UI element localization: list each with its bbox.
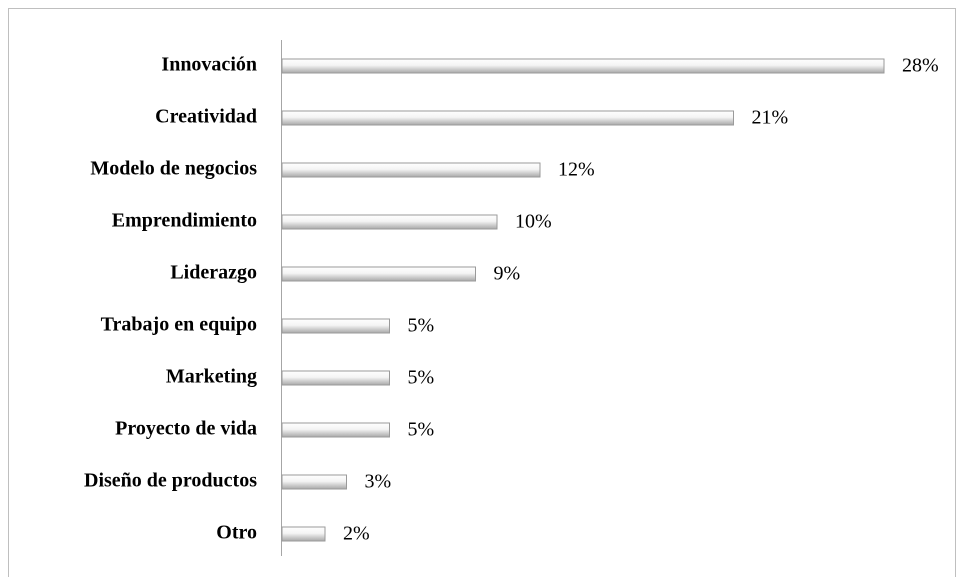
bar (281, 318, 390, 334)
value-label: 9% (494, 263, 521, 285)
category-label: Otro (216, 522, 257, 544)
bar (281, 58, 885, 74)
bar (281, 110, 734, 126)
bar (281, 526, 326, 542)
value-label: 5% (408, 367, 435, 389)
bar (281, 214, 498, 230)
category-label: Marketing (166, 366, 257, 388)
bar (281, 162, 541, 178)
value-label: 21% (752, 107, 789, 129)
bar (281, 422, 390, 438)
category-label: Diseño de productos (84, 470, 257, 492)
value-label: 28% (902, 55, 939, 77)
category-label: Emprendimiento (112, 210, 257, 232)
category-label: Creatividad (155, 106, 257, 128)
category-label: Trabajo en equipo (101, 314, 257, 336)
value-label: 12% (558, 159, 595, 181)
value-label: 3% (365, 471, 392, 493)
bar (281, 370, 390, 386)
value-label: 2% (343, 523, 370, 545)
bar (281, 474, 347, 490)
category-label: Liderazgo (170, 262, 257, 284)
bar (281, 266, 476, 282)
chart-frame (8, 8, 956, 582)
value-label: 5% (408, 315, 435, 337)
category-label: Proyecto de vida (115, 418, 257, 440)
value-label: 10% (515, 211, 552, 233)
value-label: 5% (408, 419, 435, 441)
category-label: Innovación (161, 54, 257, 76)
category-label: Modelo de negocios (90, 158, 257, 180)
